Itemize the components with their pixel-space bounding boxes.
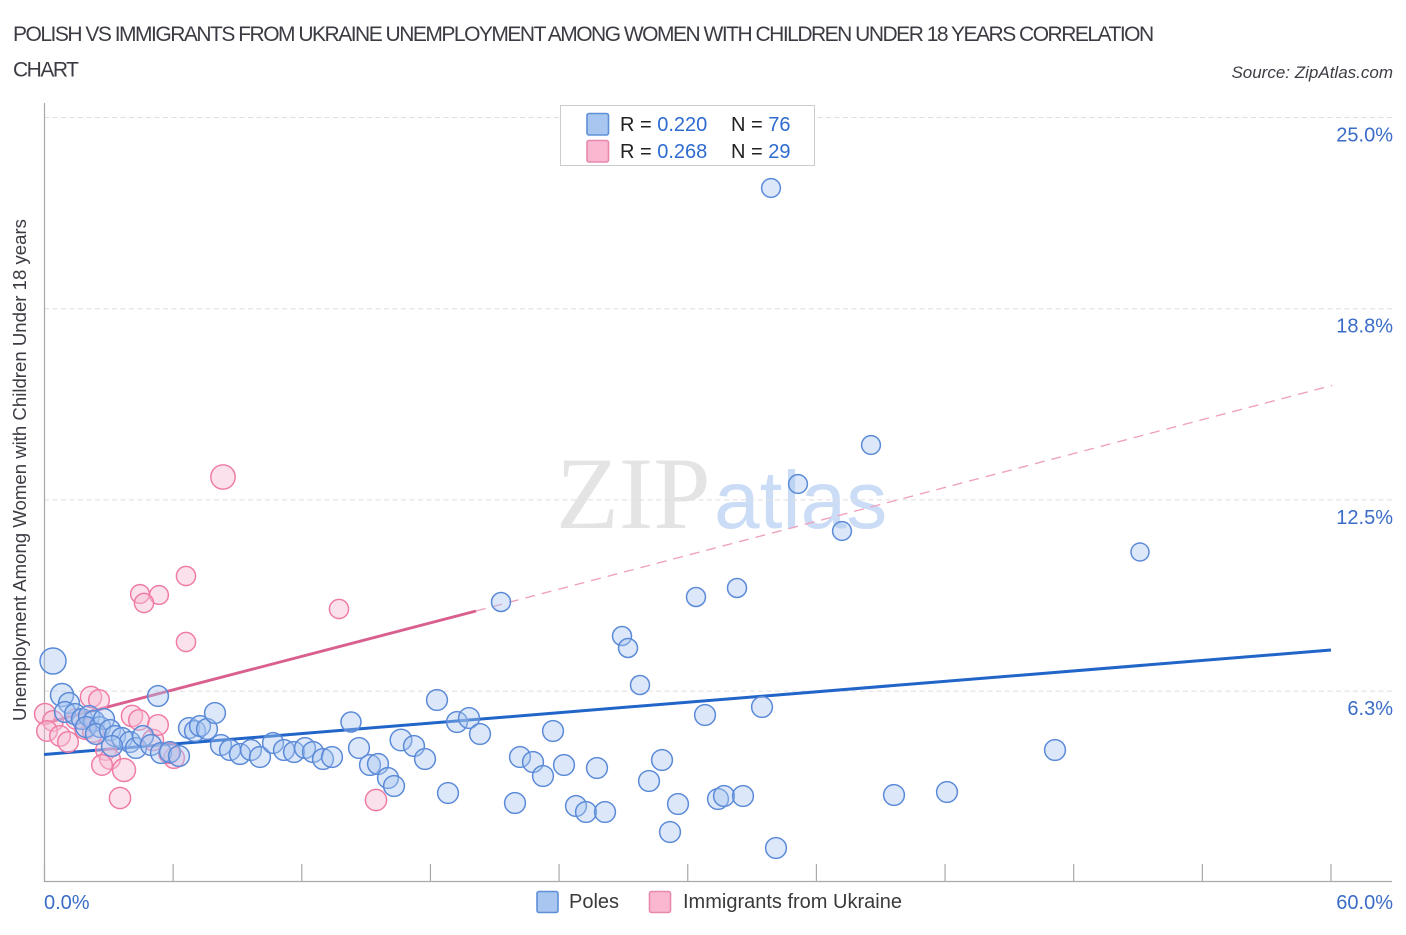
- svg-text:ZIP: ZIP: [556, 437, 711, 551]
- svg-text:atlas: atlas: [714, 455, 887, 546]
- svg-text:CHART: CHART: [13, 59, 79, 82]
- svg-text:Immigrants from Ukraine: Immigrants from Ukraine: [683, 891, 902, 913]
- svg-text:Unemployment Among Women with: Unemployment Among Women with Children U…: [9, 219, 30, 721]
- svg-text:25.0%: 25.0%: [1336, 125, 1393, 147]
- svg-text:0.0%: 0.0%: [44, 892, 90, 914]
- svg-text:18.8%: 18.8%: [1336, 316, 1393, 338]
- svg-text:60.0%: 60.0%: [1336, 892, 1393, 914]
- svg-text:12.5%: 12.5%: [1336, 507, 1393, 529]
- svg-text:Poles: Poles: [569, 891, 619, 913]
- svg-text:6.3%: 6.3%: [1347, 698, 1393, 720]
- svg-text:Source: ZipAtlas.com: Source: ZipAtlas.com: [1231, 63, 1393, 82]
- svg-text:POLISH VS IMMIGRANTS FROM UKRA: POLISH VS IMMIGRANTS FROM UKRAINE UNEMPL…: [13, 23, 1153, 46]
